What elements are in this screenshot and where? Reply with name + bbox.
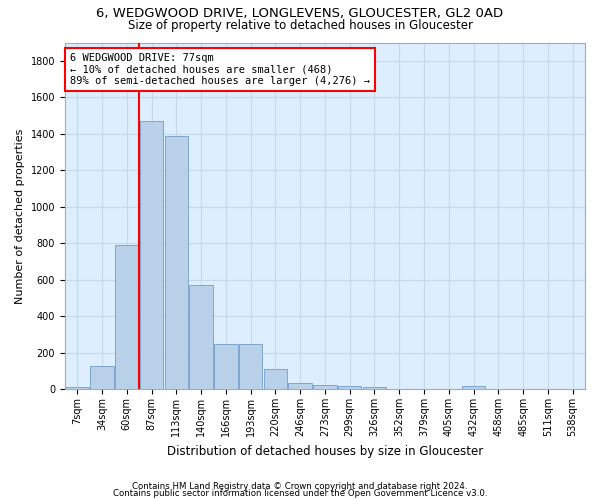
Text: 6 WEDGWOOD DRIVE: 77sqm
← 10% of detached houses are smaller (468)
89% of semi-d: 6 WEDGWOOD DRIVE: 77sqm ← 10% of detache… — [70, 53, 370, 86]
Bar — [140, 121, 163, 389]
Bar — [214, 344, 238, 389]
Bar — [462, 386, 485, 389]
Bar — [338, 386, 361, 389]
Bar — [115, 245, 139, 389]
Bar — [313, 384, 337, 389]
Text: Contains public sector information licensed under the Open Government Licence v3: Contains public sector information licen… — [113, 489, 487, 498]
X-axis label: Distribution of detached houses by size in Gloucester: Distribution of detached houses by size … — [167, 444, 483, 458]
Bar — [164, 136, 188, 389]
Bar — [65, 388, 89, 389]
Bar — [190, 285, 213, 389]
Text: 6, WEDGWOOD DRIVE, LONGLEVENS, GLOUCESTER, GL2 0AD: 6, WEDGWOOD DRIVE, LONGLEVENS, GLOUCESTE… — [97, 8, 503, 20]
Bar — [239, 344, 262, 389]
Text: Contains HM Land Registry data © Crown copyright and database right 2024.: Contains HM Land Registry data © Crown c… — [132, 482, 468, 491]
Bar — [289, 383, 312, 389]
Bar — [263, 369, 287, 389]
Text: Size of property relative to detached houses in Gloucester: Size of property relative to detached ho… — [128, 18, 473, 32]
Y-axis label: Number of detached properties: Number of detached properties — [15, 128, 25, 304]
Bar — [90, 366, 114, 389]
Bar — [363, 388, 386, 389]
